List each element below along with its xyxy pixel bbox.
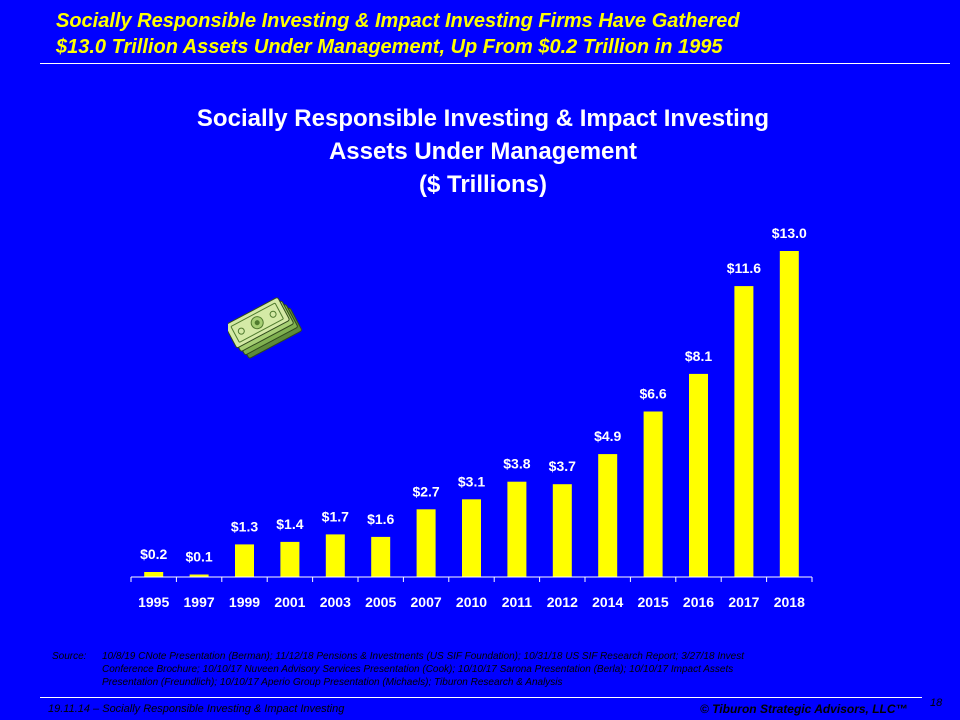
category-label-2010: 2010 bbox=[456, 594, 487, 610]
value-label-2003: $1.7 bbox=[322, 508, 349, 524]
category-label-2017: 2017 bbox=[728, 594, 759, 610]
chart-title-line-3: ($ Trillions) bbox=[418, 171, 547, 198]
footer-divider bbox=[40, 697, 922, 698]
bar-2018 bbox=[779, 251, 799, 577]
money-stack-icon bbox=[228, 297, 302, 359]
page-number: 18 bbox=[930, 697, 943, 709]
footer-title: 19.11.14 – Socially Responsible Investin… bbox=[48, 703, 345, 715]
value-label-1995: $0.2 bbox=[140, 546, 167, 562]
category-label-1995: 1995 bbox=[138, 594, 169, 610]
bar-2003 bbox=[325, 534, 345, 577]
header-divider bbox=[40, 63, 950, 64]
bar-2014 bbox=[598, 454, 618, 577]
value-label-2005: $1.6 bbox=[367, 511, 394, 527]
value-label-2001: $1.4 bbox=[276, 516, 303, 532]
bar-2017 bbox=[734, 286, 754, 577]
category-label-2007: 2007 bbox=[411, 594, 442, 610]
value-label-2018: $13.0 bbox=[772, 225, 807, 241]
bar-1997 bbox=[189, 574, 209, 577]
bar-1999 bbox=[235, 544, 254, 577]
category-label-2012: 2012 bbox=[547, 594, 578, 610]
headline-line-1: Socially Responsible Investing & Impact … bbox=[56, 10, 740, 32]
chart-title: Socially Responsible Investing & Impact … bbox=[100, 102, 866, 201]
headline-line-2: $13.0 Trillion Assets Under Management, … bbox=[56, 36, 723, 58]
chart-title-line-1: Socially Responsible Investing & Impact … bbox=[196, 105, 770, 132]
value-label-2016: $8.1 bbox=[685, 348, 712, 364]
footer-copyright: © Tiburon Strategic Advisors, LLC™ bbox=[700, 702, 908, 716]
value-label-2011: $3.8 bbox=[503, 456, 530, 472]
chart-title-line-2: Assets Under Management bbox=[328, 138, 638, 165]
bar-2005 bbox=[371, 536, 391, 577]
value-label-1997: $0.1 bbox=[185, 549, 212, 565]
value-label-1999: $1.3 bbox=[231, 518, 258, 534]
source-label: Source: bbox=[52, 651, 87, 662]
category-label-2015: 2015 bbox=[638, 594, 669, 610]
value-label-2010: $3.1 bbox=[458, 473, 485, 489]
category-label-2003: 2003 bbox=[320, 594, 351, 610]
category-label-1999: 1999 bbox=[229, 594, 260, 610]
source-line-2: Conference Brochure; 10/10/17 Nuveen Adv… bbox=[102, 664, 734, 675]
category-label-2014: 2014 bbox=[592, 594, 623, 610]
category-label-2005: 2005 bbox=[365, 594, 396, 610]
bar-1995 bbox=[144, 572, 164, 577]
category-label-2016: 2016 bbox=[683, 594, 714, 610]
source-line-3: Presentation (Freundlich); 10/10/17 Aper… bbox=[102, 677, 563, 688]
source-line-1: 10/8/19 CNote Presentation (Berman); 11/… bbox=[102, 651, 745, 662]
bar-2007 bbox=[416, 509, 436, 577]
value-label-2017: $11.6 bbox=[727, 260, 761, 276]
bar-2001 bbox=[280, 541, 300, 577]
value-label-2015: $6.6 bbox=[639, 386, 666, 402]
bar-2016 bbox=[689, 373, 708, 577]
category-label-2001: 2001 bbox=[274, 594, 305, 610]
bar-2010 bbox=[462, 499, 481, 577]
bar-2012 bbox=[552, 484, 572, 577]
category-label-2018: 2018 bbox=[774, 594, 805, 610]
bar-2011 bbox=[507, 481, 527, 577]
value-label-2012: $3.7 bbox=[549, 458, 576, 474]
slide-headline: Socially Responsible Investing & Impact … bbox=[56, 8, 936, 60]
value-label-2007: $2.7 bbox=[412, 483, 439, 499]
bar-2015 bbox=[643, 411, 663, 577]
category-label-2011: 2011 bbox=[502, 594, 533, 610]
category-label-1997: 1997 bbox=[184, 594, 215, 610]
value-label-2014: $4.9 bbox=[594, 428, 621, 444]
